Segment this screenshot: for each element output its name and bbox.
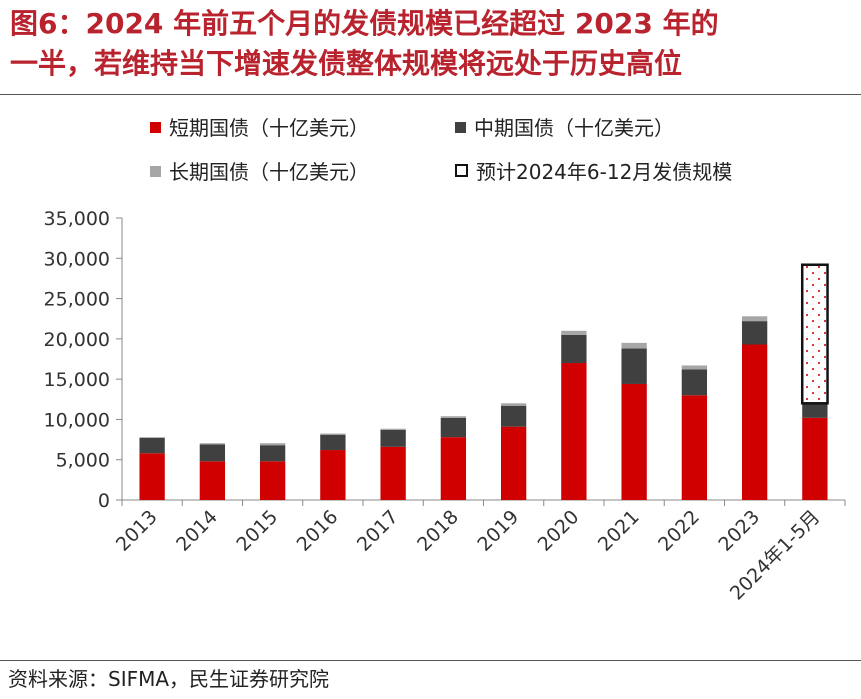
- x-tick-label: 2014: [172, 506, 222, 556]
- x-tick-label: 2022: [654, 506, 704, 556]
- x-tick-label: 2023: [714, 506, 764, 556]
- bar-short-3: [320, 450, 346, 500]
- legend-mid-label: 中期国债（十亿美元）: [474, 116, 674, 140]
- x-tick-label: 2013: [112, 506, 162, 556]
- bar-short-1: [199, 461, 226, 500]
- legend-projection-label: 预计2024年6-12月发债规模: [476, 160, 733, 184]
- legend-long: 长期国债（十亿美元）: [150, 160, 369, 184]
- x-axis-labels: 2013 2014 2015 2016 2017 2018 2019 2020 2021 2022…: [112, 506, 825, 605]
- x-tick-label: 2016: [293, 506, 343, 556]
- bar-projection-11: [800, 263, 829, 405]
- bar-mid-8: [621, 348, 647, 384]
- bar-long-0: [139, 437, 165, 438]
- bar-long-9: [681, 365, 708, 370]
- bar-short-5: [440, 437, 467, 500]
- bar-long-8: [621, 342, 647, 349]
- bar-mid-4: [380, 429, 406, 447]
- y-tick-label: 5,000: [56, 450, 110, 472]
- bar-mid-7: [561, 334, 587, 364]
- bar-long-4: [380, 428, 406, 430]
- bar-mid-11: [802, 403, 828, 418]
- legend-short-swatch: [150, 122, 161, 133]
- y-axis-labels: 0 5,000 10,000 15,000 20,000 25,000 30,000 35,0…: [44, 208, 110, 512]
- bar-mid-9: [681, 369, 708, 396]
- bar-mid-10: [741, 321, 768, 345]
- bar-short-9: [681, 395, 708, 500]
- bar-long-10: [741, 316, 768, 322]
- bar-mid-5: [440, 417, 467, 438]
- legend-long-swatch: [150, 166, 161, 177]
- y-tick-label: 15,000: [44, 369, 110, 391]
- bar-mid-3: [320, 434, 346, 451]
- bar-short-0: [139, 453, 165, 500]
- chart-axes: [116, 217, 846, 506]
- legend-projection-swatch: [455, 164, 468, 177]
- x-tick-label: 2018: [413, 506, 463, 556]
- x-tick-label: 2015: [232, 506, 282, 556]
- chart-bars: [139, 263, 829, 500]
- bar-short-4: [380, 446, 406, 500]
- y-tick-label: 10,000: [44, 409, 110, 431]
- bar-short-6: [500, 426, 527, 500]
- bar-long-3: [320, 433, 346, 435]
- x-tick-label: 2021: [594, 506, 644, 556]
- bar-short-7: [561, 363, 587, 500]
- legend-projection: 预计2024年6-12月发债规模: [455, 160, 732, 184]
- bar-long-5: [440, 416, 467, 418]
- source-divider: [0, 660, 861, 661]
- bar-short-11: [802, 417, 828, 500]
- x-tick-label: 2019: [473, 506, 523, 556]
- title-line-1: 图6：2024 年前五个月的发债规模已经超过 2023 年的: [10, 7, 719, 40]
- bar-short-2: [259, 461, 286, 500]
- bar-short-10: [741, 344, 768, 500]
- y-tick-label: 35,000: [44, 208, 110, 230]
- title-divider: [0, 94, 861, 95]
- title-line-2: 一半，若维持当下增速发债整体规模将远处于历史高位: [10, 47, 683, 80]
- bar-mid-0: [139, 437, 165, 454]
- x-tick-label: 2020: [534, 506, 584, 556]
- source-note: 资料来源：SIFMA，民生证券研究院: [8, 667, 330, 691]
- bar-long-7: [561, 330, 587, 335]
- y-tick-label: 25,000: [44, 289, 110, 311]
- bar-short-8: [621, 383, 647, 500]
- y-tick-label: 0: [98, 490, 110, 512]
- y-tick-label: 30,000: [44, 248, 110, 270]
- x-tick-label: 2017: [353, 506, 403, 556]
- bar-mid-2: [259, 445, 286, 462]
- legend-mid-swatch: [455, 122, 466, 133]
- stacked-bar-chart: 2013 2014 2015 2016 2017 2018 2019 2020 2021 2022…: [44, 208, 846, 605]
- legend-short: 短期国债（十亿美元）: [150, 116, 369, 140]
- bar-mid-6: [500, 405, 527, 427]
- bar-long-2: [259, 443, 286, 446]
- chart-title: 图6：2024 年前五个月的发债规模已经超过 2023 年的 一半，若维持当下增…: [10, 4, 855, 84]
- bar-long-1: [199, 443, 226, 445]
- legend-long-label: 长期国债（十亿美元）: [169, 160, 369, 184]
- legend-mid: 中期国债（十亿美元）: [455, 116, 674, 140]
- bar-long-6: [500, 403, 527, 406]
- bar-mid-1: [199, 444, 226, 462]
- y-tick-label: 20,000: [44, 329, 110, 351]
- legend-short-label: 短期国债（十亿美元）: [169, 116, 369, 140]
